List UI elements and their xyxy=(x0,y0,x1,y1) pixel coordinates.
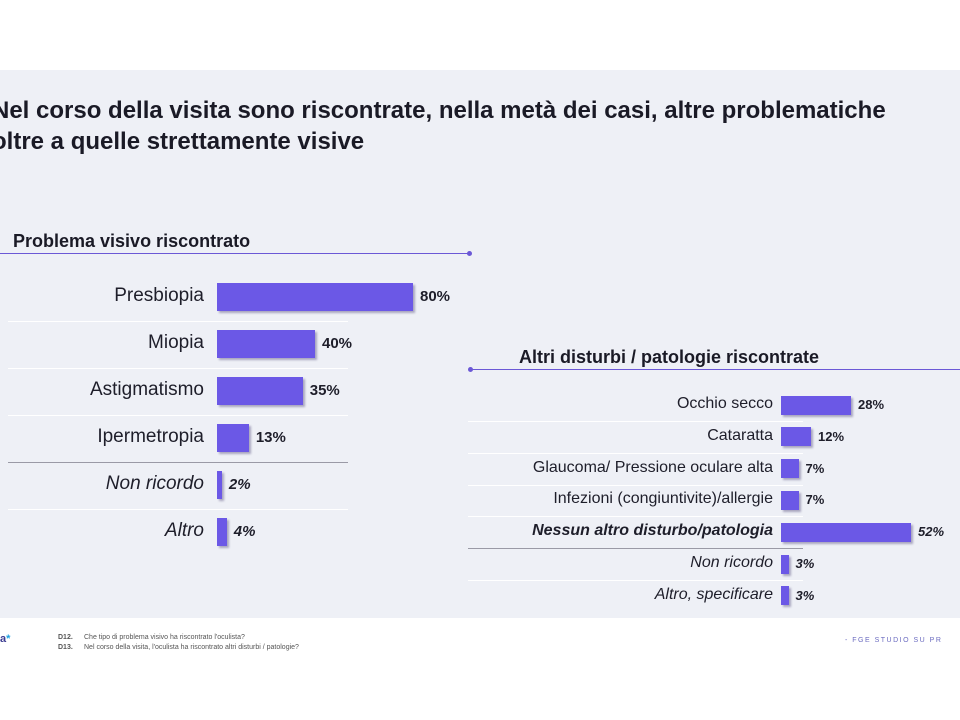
title-line-1: Nel corso della visita sono riscontrate,… xyxy=(0,97,886,124)
bar xyxy=(781,395,851,415)
category-label: Presbiopia xyxy=(114,285,204,307)
bar xyxy=(217,518,227,546)
bar xyxy=(217,283,413,311)
left-chart-title: Problema visivo riscontrato xyxy=(13,231,251,251)
row-separator xyxy=(468,484,803,486)
category-label: Miopia xyxy=(148,332,204,354)
category-label: Occhio secco xyxy=(676,395,773,413)
row-separator xyxy=(8,414,348,416)
data-label: 35% xyxy=(309,381,340,399)
slide-title: Nel corso della visita sono riscontrate,… xyxy=(0,95,960,157)
category-label: Altro xyxy=(164,520,204,542)
bar xyxy=(217,424,249,452)
row-separator xyxy=(468,548,803,550)
data-label: 28% xyxy=(858,396,885,412)
row-separator xyxy=(468,452,803,454)
data-label: 3% xyxy=(795,555,815,571)
data-label: 4% xyxy=(233,522,256,540)
bar xyxy=(781,522,911,542)
category-label: Ipermetropia xyxy=(97,426,204,448)
category-label: Non ricordo xyxy=(105,473,204,495)
category-label: Cataratta xyxy=(707,426,773,444)
bar xyxy=(781,586,789,606)
row-separator xyxy=(8,367,348,369)
row-separator xyxy=(8,508,348,510)
bar xyxy=(781,490,799,510)
row-separator xyxy=(468,579,803,581)
category-label: Nessun altro disturbo/patologia xyxy=(532,522,773,540)
bar xyxy=(217,471,222,499)
title-line-2: oltre a quelle strettamente visive xyxy=(0,128,365,155)
slide: Nel corso della visita sono riscontrate,… xyxy=(0,70,960,618)
category-label: Non ricordo xyxy=(690,554,773,572)
data-label: 7% xyxy=(805,492,825,508)
footer-note: D12. Che tipo di problema visivo ha risco… xyxy=(58,634,245,641)
data-label: 3% xyxy=(795,587,815,603)
bar xyxy=(781,427,811,447)
row-separator xyxy=(468,420,803,422)
right-chart-title-dot xyxy=(468,367,473,372)
data-label: 80% xyxy=(420,287,451,305)
bar xyxy=(217,377,303,405)
footer-notes: D12. Che tipo di problema visivo ha risco… xyxy=(58,633,299,653)
row-separator xyxy=(8,320,348,322)
right-chart-title: Altri disturbi / patologie riscontrate xyxy=(519,347,820,367)
bar xyxy=(781,554,789,574)
category-label: Altro, specificare xyxy=(654,585,773,603)
right-chart-title-rule xyxy=(470,369,960,370)
left-chart-title-rule xyxy=(0,253,470,254)
data-label: 12% xyxy=(818,428,845,444)
left-chart-title-dot xyxy=(467,251,472,256)
data-label: 40% xyxy=(322,334,353,352)
data-label: 52% xyxy=(918,524,945,540)
data-label: 13% xyxy=(255,428,286,446)
data-label: 2% xyxy=(228,475,251,493)
data-label: 7% xyxy=(805,460,825,476)
footer-brand: - FGE STUDIO SU PR xyxy=(845,637,943,644)
bar xyxy=(217,330,315,358)
row-separator xyxy=(8,461,348,463)
bar xyxy=(781,459,799,479)
category-label: Astigmatismo xyxy=(89,379,204,401)
category-label: Glaucoma/ Pressione oculare alta xyxy=(532,458,773,476)
footer-logo: a* xyxy=(0,633,11,645)
category-label: Infezioni (congiuntivite)/allergie xyxy=(553,490,773,508)
row-separator xyxy=(468,516,803,518)
footer-note: D13. Nel corso della visita, l'oculista h… xyxy=(58,644,299,651)
